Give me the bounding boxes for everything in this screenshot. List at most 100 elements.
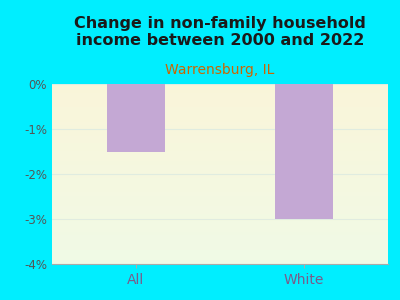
Bar xyxy=(52,167,388,169)
Bar xyxy=(52,89,388,91)
Bar xyxy=(52,255,388,257)
Bar xyxy=(52,138,388,140)
Bar xyxy=(52,208,388,210)
Bar xyxy=(52,84,388,86)
Bar xyxy=(52,187,388,188)
Bar xyxy=(52,206,388,208)
Bar xyxy=(52,102,388,104)
Bar xyxy=(52,199,388,201)
Bar xyxy=(52,219,388,221)
Bar xyxy=(52,165,388,167)
Bar xyxy=(52,88,388,89)
Bar xyxy=(52,239,388,241)
Bar xyxy=(52,197,388,199)
Bar xyxy=(52,181,388,183)
Bar xyxy=(52,205,388,206)
Bar xyxy=(52,120,388,122)
Text: Warrensburg, IL: Warrensburg, IL xyxy=(165,63,275,77)
Bar xyxy=(52,170,388,172)
Bar xyxy=(52,140,388,142)
Bar xyxy=(52,242,388,244)
Bar xyxy=(52,235,388,237)
Bar xyxy=(52,214,388,215)
Bar xyxy=(52,215,388,217)
Bar xyxy=(52,237,388,239)
Bar xyxy=(52,244,388,246)
Bar xyxy=(52,151,388,152)
Bar xyxy=(52,136,388,138)
Bar xyxy=(52,223,388,224)
Bar xyxy=(52,203,388,205)
Bar xyxy=(52,246,388,248)
Bar xyxy=(52,118,388,120)
Bar xyxy=(52,116,388,118)
Bar xyxy=(52,259,388,260)
Bar xyxy=(52,185,388,187)
Bar xyxy=(52,145,388,147)
Title: Change in non-family household
income between 2000 and 2022: Change in non-family household income be… xyxy=(74,16,366,48)
Bar xyxy=(52,250,388,251)
Bar xyxy=(52,127,388,129)
Bar xyxy=(52,230,388,232)
Bar xyxy=(52,183,388,185)
Bar xyxy=(52,190,388,192)
Bar xyxy=(52,217,388,219)
Bar xyxy=(52,260,388,262)
Bar xyxy=(52,133,388,134)
Bar xyxy=(52,149,388,151)
Bar xyxy=(52,115,388,116)
Bar xyxy=(52,125,388,127)
Bar xyxy=(52,143,388,145)
Bar xyxy=(52,161,388,163)
Bar xyxy=(52,113,388,115)
Bar xyxy=(52,196,388,197)
Bar xyxy=(52,163,388,165)
Bar xyxy=(52,152,388,154)
Bar xyxy=(52,169,388,170)
Bar xyxy=(52,131,388,133)
Bar xyxy=(52,129,388,131)
Bar xyxy=(52,179,388,181)
Bar xyxy=(52,194,388,196)
Bar xyxy=(52,188,388,190)
Bar xyxy=(52,176,388,178)
Bar xyxy=(52,98,388,100)
Bar xyxy=(52,212,388,214)
Bar xyxy=(52,201,388,203)
Bar xyxy=(52,124,388,125)
Bar xyxy=(52,192,388,194)
Bar xyxy=(52,160,388,161)
Bar xyxy=(52,158,388,160)
Bar xyxy=(52,109,388,111)
Bar xyxy=(52,178,388,179)
Bar xyxy=(52,86,388,88)
Bar xyxy=(52,241,388,242)
Bar xyxy=(52,251,388,253)
Bar xyxy=(52,156,388,158)
Bar xyxy=(52,134,388,136)
Bar xyxy=(52,262,388,264)
Bar xyxy=(52,233,388,235)
Bar xyxy=(52,253,388,255)
Bar xyxy=(106,84,166,152)
Bar xyxy=(52,228,388,230)
Bar xyxy=(52,147,388,149)
Bar xyxy=(52,106,388,107)
Bar xyxy=(52,100,388,102)
Bar xyxy=(52,154,388,156)
Bar xyxy=(52,93,388,95)
Bar xyxy=(52,221,388,223)
Bar xyxy=(52,210,388,212)
Bar xyxy=(52,111,388,113)
Bar xyxy=(52,97,388,98)
Bar xyxy=(52,91,388,93)
Bar xyxy=(52,142,388,143)
Bar xyxy=(52,248,388,250)
Bar xyxy=(52,174,388,176)
Bar xyxy=(52,224,388,226)
Bar xyxy=(52,232,388,233)
Bar xyxy=(52,107,388,109)
Bar xyxy=(52,226,388,228)
Bar xyxy=(52,95,388,97)
Bar xyxy=(275,84,333,219)
